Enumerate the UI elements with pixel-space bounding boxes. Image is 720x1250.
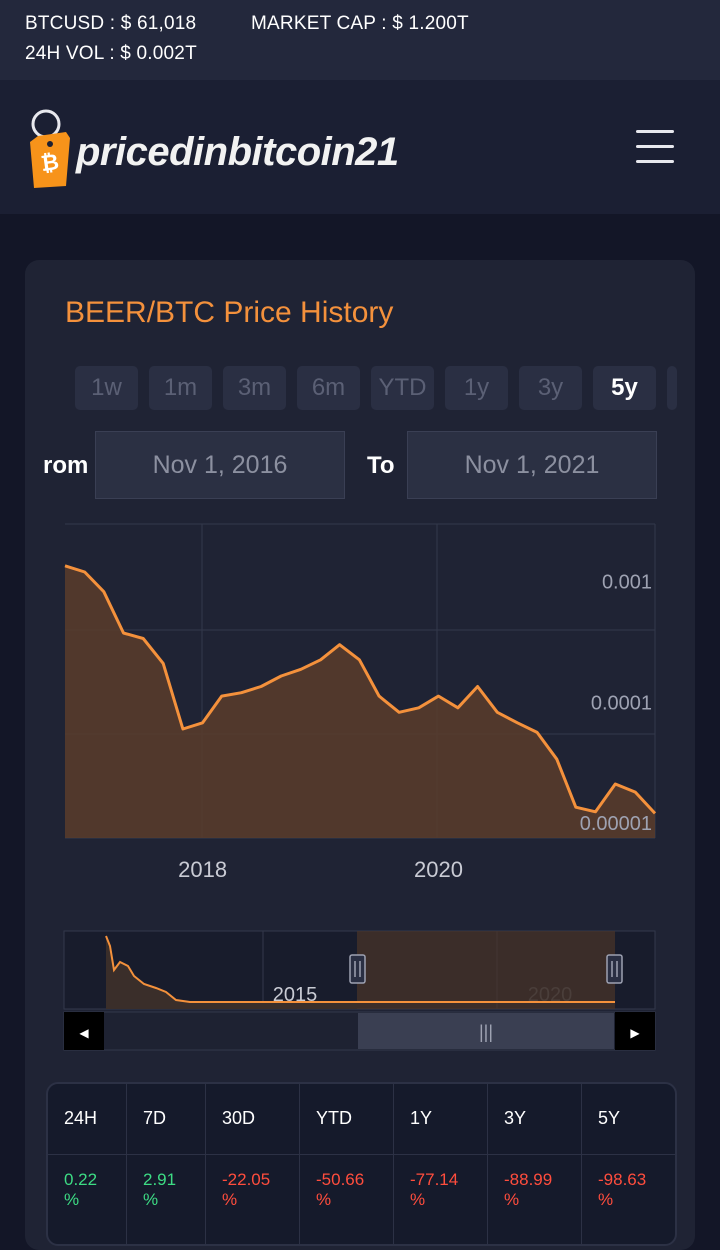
y-tick-label: 0.001	[602, 572, 652, 594]
performance-period-label: 24H	[64, 1108, 98, 1128]
change-unit: %	[316, 1190, 332, 1209]
range-button-6m[interactable]: 6m	[297, 366, 360, 410]
performance-column-30d: 30D -22.05%	[205, 1084, 300, 1244]
table-divider	[48, 1154, 675, 1155]
performance-change-value: -77.14%	[410, 1170, 480, 1210]
navigator-left-handle[interactable]	[349, 954, 366, 984]
menu-icon[interactable]	[636, 128, 674, 164]
change-number: -98.63	[598, 1170, 647, 1189]
change-unit: %	[143, 1190, 159, 1209]
navigator-line	[105, 935, 357, 1003]
menu-line	[636, 160, 674, 163]
range-button-ytd[interactable]: YTD	[371, 366, 434, 410]
x-tick-label: 2018	[178, 857, 227, 882]
performance-column-ytd: YTD -50.66%	[299, 1084, 394, 1244]
scroll-left-button[interactable]	[64, 1012, 104, 1050]
performance-change-value: -98.63%	[598, 1170, 668, 1210]
btcusd-price: BTCUSD : $ 61,018	[25, 13, 197, 34]
range-button-3m[interactable]: 3m	[223, 366, 286, 410]
performance-change-value: 2.91%	[143, 1170, 213, 1210]
performance-column-24h: 24H 0.22%	[48, 1084, 126, 1244]
scrollbar-grip-icon: |||	[479, 1022, 493, 1042]
performance-period-label: 3Y	[504, 1108, 527, 1128]
arrow-right-icon: ▶	[630, 1026, 640, 1040]
performance-change-value: -50.66%	[316, 1170, 386, 1210]
to-date-input[interactable]: Nov 1, 2021	[407, 431, 657, 499]
price-chart[interactable]: 0.001 0.0001 0.00001 2018 2020	[0, 0, 720, 900]
change-unit: %	[64, 1190, 80, 1209]
performance-period-label: 7D	[143, 1108, 167, 1128]
to-label: To	[367, 452, 395, 479]
performance-table: 24H 0.22% 7D 2.91% 30D -22.05% YTD -50.66% 1Y -77…	[46, 1082, 677, 1246]
y-tick-label: 0.0001	[591, 692, 652, 714]
navigator-tick-2020: 2020	[528, 984, 573, 1006]
change-number: -88.99	[504, 1170, 553, 1189]
change-unit: %	[598, 1190, 614, 1209]
performance-period-label: 30D	[222, 1108, 256, 1128]
performance-change-value: 0.22%	[64, 1170, 134, 1210]
navigator-right-handle[interactable]	[606, 954, 623, 984]
scrollbar-thumb[interactable]	[358, 1013, 614, 1049]
arrow-left-icon: ◀	[79, 1026, 89, 1040]
performance-period-label: YTD	[316, 1108, 352, 1128]
change-unit: %	[410, 1190, 426, 1209]
site-logo-text[interactable]: pricedinbitcoin21	[76, 130, 399, 174]
change-number: -22.05	[222, 1170, 271, 1189]
navigator-series	[106, 936, 357, 1009]
from-date-input[interactable]: Nov 1, 2016	[95, 431, 345, 499]
change-number: -50.66	[316, 1170, 365, 1189]
menu-line	[636, 145, 674, 148]
x-tick-label: 2020	[414, 857, 463, 882]
menu-line	[636, 130, 674, 133]
performance-change-value: -22.05%	[222, 1170, 292, 1210]
chart-title: BEER/BTC Price History	[65, 296, 394, 329]
range-button-1y[interactable]: 1y	[445, 366, 508, 410]
svg-text:₿: ₿	[39, 149, 60, 176]
ticker-bar: BTCUSD : $ 61,018 MARKET CAP : $ 1.200T …	[0, 0, 720, 80]
market-cap: MARKET CAP : $ 1.200T	[251, 13, 469, 34]
scroll-right-button[interactable]	[615, 1012, 655, 1050]
price-area	[65, 565, 655, 838]
change-number: -77.14	[410, 1170, 459, 1189]
performance-period-label: 1Y	[410, 1108, 433, 1128]
performance-column-3y: 3Y -88.99%	[487, 1084, 582, 1244]
change-number: 0.22	[64, 1170, 98, 1189]
range-button-5y[interactable]: 5y	[593, 366, 656, 410]
from-label: rom	[43, 452, 89, 479]
change-unit: %	[504, 1190, 520, 1209]
range-button-overflow[interactable]	[667, 366, 677, 410]
range-button-3y[interactable]: 3y	[519, 366, 582, 410]
performance-column-7d: 7D 2.91%	[126, 1084, 206, 1244]
price-line	[64, 564, 657, 815]
change-unit: %	[222, 1190, 238, 1209]
navigator-selection[interactable]	[357, 931, 615, 1009]
navigator-tick-2015: 2015	[273, 984, 318, 1006]
performance-column-1y: 1Y -77.14%	[393, 1084, 488, 1244]
performance-change-value: -88.99%	[504, 1170, 574, 1210]
performance-column-5y: 5Y -98.63%	[581, 1084, 675, 1244]
range-button-1m[interactable]: 1m	[149, 366, 212, 410]
volume-24h: 24H VOL : $ 0.002T	[25, 43, 197, 64]
site-header	[0, 80, 720, 214]
performance-period-label: 5Y	[598, 1108, 621, 1128]
y-tick-label: 0.00001	[580, 813, 652, 835]
bitcoin-tag-logo-icon[interactable]: ₿	[26, 108, 76, 190]
change-number: 2.91	[143, 1170, 177, 1189]
range-button-1w[interactable]: 1w	[75, 366, 138, 410]
chart-navigator[interactable]: 2015 2020 ||| ◀ ▶	[0, 0, 720, 1060]
